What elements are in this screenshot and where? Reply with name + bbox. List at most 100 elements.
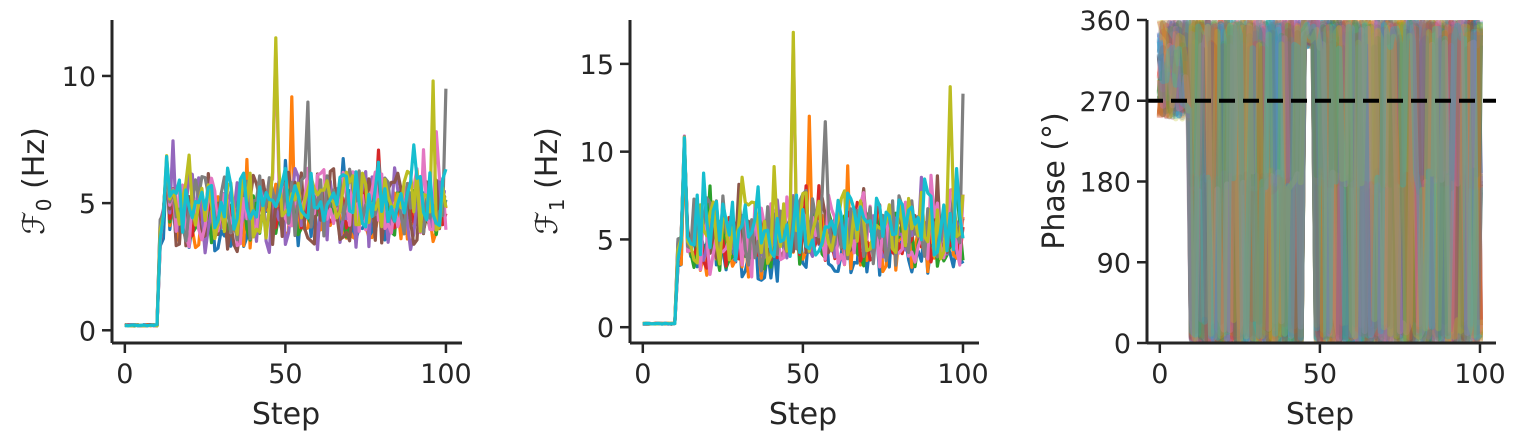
- phase-series-line: [1156, 20, 1482, 343]
- phase-series-line: [1156, 20, 1483, 343]
- phase-series-line: [1156, 20, 1483, 343]
- f0-series-line: [124, 45, 448, 328]
- phase-y-tick-label: 0: [1114, 329, 1131, 360]
- f1-y-tick-label: 5: [597, 225, 614, 256]
- phase-series-line: [1156, 20, 1483, 343]
- f0-series-line: [124, 143, 448, 328]
- phase-y-tick-label: 360: [1079, 6, 1131, 37]
- f1-ticks: 0 50 100 0 5 10 15: [580, 50, 989, 390]
- phase-x-axis-label: Step: [1286, 397, 1354, 432]
- phase-series-line: [1156, 20, 1483, 343]
- phase-series-line: [1156, 20, 1483, 343]
- f1-series-line: [642, 30, 965, 326]
- phase-series-line: [1156, 20, 1483, 343]
- f0-ticks: 0 50 100 0 5 10: [62, 62, 472, 390]
- phase-series-line: [1156, 20, 1483, 343]
- phase-series-line: [1156, 20, 1483, 343]
- phase-series-line: [1156, 20, 1483, 343]
- phase-series-line: [1156, 20, 1483, 343]
- phase-series-line: [1156, 20, 1483, 343]
- phase-series-line: [1156, 20, 1483, 343]
- f0-y-axis-label-main: ℱ: [17, 211, 52, 235]
- phase-series-line: [1156, 20, 1482, 343]
- phase-x-tick-label: 50: [1303, 359, 1337, 390]
- f1-series-group: [642, 30, 965, 326]
- f0-y-tick-label: 5: [79, 189, 96, 220]
- phase-series-line: [1157, 20, 1483, 343]
- f1-y-tick-label: 15: [580, 50, 614, 81]
- phase-series-line: [1156, 20, 1481, 343]
- phase-series-line: [1159, 20, 1482, 343]
- f1-series-line: [642, 39, 965, 326]
- phase-series-line: [1157, 20, 1483, 343]
- f1-x-axis-label: Step: [769, 397, 837, 432]
- f0-series-line: [124, 139, 446, 328]
- phase-x-tick-label: 100: [1454, 359, 1506, 390]
- phase-series-line: [1157, 20, 1483, 343]
- phase-series-line: [1156, 20, 1483, 343]
- chart-f0: 0 50 100 0 5 10 Step ℱ0 (Hz): [17, 20, 472, 432]
- phase-series-line: [1156, 20, 1483, 343]
- phase-series-line: [1156, 20, 1481, 343]
- chart-phase: 0 50 100 0 90 180 270 360 Step Phase (°): [1037, 6, 1506, 432]
- f0-series-group: [124, 36, 448, 328]
- phase-series-line: [1156, 20, 1483, 343]
- phase-series-line: [1156, 20, 1483, 343]
- phase-series-line: [1156, 20, 1483, 343]
- f1-x-tick-label: 0: [634, 359, 651, 390]
- phase-series-line: [1156, 20, 1483, 343]
- f1-y-tick-label: 0: [597, 313, 614, 344]
- f1-axes: [628, 20, 979, 345]
- phase-series-line: [1156, 20, 1483, 343]
- phase-ticks: 0 50 100 0 90 180 270 360: [1079, 6, 1505, 390]
- f0-x-tick-label: 100: [420, 359, 472, 390]
- f1-series-line: [642, 136, 965, 326]
- phase-series-line: [1156, 20, 1483, 343]
- f1-y-tick-label: 10: [580, 138, 614, 169]
- phase-series-line: [1156, 20, 1483, 343]
- f0-y-tick-label: 0: [79, 316, 96, 347]
- phase-y-tick-label: 90: [1097, 248, 1131, 279]
- phase-series-line: [1156, 20, 1483, 343]
- phase-series-line: [1158, 20, 1483, 343]
- phase-y-axis-label: Phase (°): [1037, 112, 1072, 250]
- phase-series-line: [1157, 20, 1483, 343]
- f0-y-axis-label-unit: (Hz): [17, 127, 52, 198]
- f0-axes: [110, 20, 462, 345]
- phase-series-line: [1156, 20, 1483, 343]
- phase-series-line: [1156, 20, 1481, 343]
- phase-series-line: [1156, 20, 1483, 343]
- phase-series-line: [1156, 20, 1483, 343]
- f0-y-axis-label-sub: 0: [32, 198, 56, 211]
- phase-series-line: [1156, 20, 1481, 343]
- phase-series-line: [1157, 20, 1483, 343]
- f1-y-axis-label-main: ℱ: [530, 211, 565, 235]
- f1-y-axis-label-sub: 1: [545, 198, 569, 211]
- f0-y-axis-label: ℱ0 (Hz): [17, 127, 56, 235]
- phase-series-line: [1156, 20, 1483, 343]
- chart-f1: 0 50 100 0 5 10 15 Step ℱ1 (Hz): [530, 20, 989, 432]
- phase-series-line: [1156, 20, 1483, 343]
- phase-series-line: [1156, 20, 1483, 343]
- phase-series-group: [1156, 20, 1483, 343]
- f1-y-axis-label-unit: (Hz): [530, 127, 565, 198]
- phase-series-line: [1156, 20, 1483, 343]
- phase-series-line: [1158, 20, 1483, 343]
- phase-series-line: [1156, 20, 1483, 343]
- f0-y-tick-label: 10: [62, 62, 96, 93]
- phase-series-line: [1156, 20, 1483, 343]
- f1-y-axis-label: ℱ1 (Hz): [530, 127, 569, 235]
- phase-series-line: [1156, 20, 1483, 343]
- f0-x-axis-label: Step: [252, 397, 320, 432]
- phase-y-tick-label: 270: [1079, 87, 1131, 118]
- phase-series-line: [1157, 20, 1483, 343]
- phase-y-tick-label: 180: [1079, 168, 1131, 199]
- phase-series-line: [1156, 20, 1483, 343]
- phase-series-line: [1156, 20, 1483, 343]
- phase-series-line: [1156, 20, 1483, 343]
- f1-x-tick-label: 100: [937, 359, 989, 390]
- f0-x-tick-label: 50: [268, 359, 302, 390]
- phase-series-line: [1156, 20, 1483, 343]
- phase-series-line: [1156, 20, 1483, 343]
